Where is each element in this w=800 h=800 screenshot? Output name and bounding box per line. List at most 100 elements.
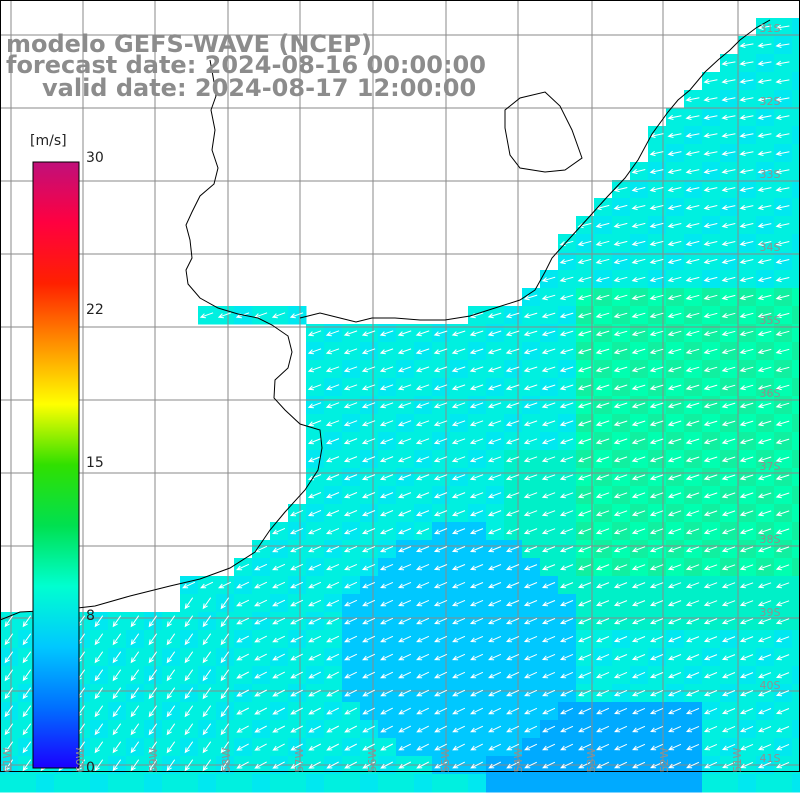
wind-arrow [22, 705, 32, 718]
wind-arrow [613, 456, 628, 463]
wind-arrow [757, 726, 772, 733]
wind-arrow [757, 546, 772, 553]
wind-arrow [344, 581, 358, 589]
wind-arrow [523, 546, 538, 553]
wind-arrow [739, 150, 754, 156]
wind-arrow [649, 258, 664, 265]
wind-arrow [721, 528, 736, 535]
wind-arrow [112, 723, 122, 736]
wind-arrow [559, 635, 574, 643]
wind-arrow [272, 545, 286, 553]
wind-arrow [433, 528, 448, 535]
wind-arrow [577, 510, 592, 517]
wind-arrow [343, 384, 358, 391]
wind-arrow [94, 759, 104, 772]
wind-arrow [631, 671, 646, 679]
wind-arrow [452, 671, 466, 679]
wind-arrow [631, 510, 646, 517]
wind-arrow [649, 366, 664, 373]
lon-label: 58W [220, 747, 233, 772]
wind-arrow [452, 653, 466, 661]
wind-arrow [757, 312, 772, 319]
wind-arrow [148, 669, 158, 682]
wind-arrow [166, 633, 176, 646]
wind-arrow [148, 633, 158, 646]
wind-arrow [775, 743, 790, 751]
wind-arrow [254, 761, 267, 769]
wind-arrow [757, 420, 772, 427]
wind-arrow [775, 672, 790, 679]
wind-arrow [541, 420, 556, 427]
wind-arrow [649, 689, 664, 697]
wind-arrow [415, 563, 430, 571]
wind-arrow [595, 671, 610, 679]
wind-arrow [703, 564, 718, 571]
wind-arrow [757, 294, 772, 301]
wind-arrow [721, 402, 736, 409]
wind-arrow [739, 600, 754, 607]
ocean-cell [702, 774, 721, 793]
wind-arrow [667, 689, 682, 697]
wind-arrow [487, 312, 502, 319]
wind-arrow [343, 492, 358, 499]
wind-arrow [166, 651, 176, 664]
wind-arrow [344, 743, 358, 751]
wind-arrow [380, 707, 394, 715]
wind-arrow [703, 456, 718, 463]
wind-arrow [308, 743, 322, 751]
wind-arrow [362, 761, 376, 769]
wind-arrow [667, 546, 682, 553]
wind-arrow [236, 725, 249, 733]
wind-arrow [541, 635, 556, 643]
wind-arrow [613, 384, 628, 391]
lon-label: 61W [1, 747, 14, 772]
wind-arrow [326, 653, 340, 661]
wind-arrow [757, 259, 772, 265]
wind-arrow [613, 636, 628, 643]
wind-arrow [721, 132, 736, 138]
wind-arrow [307, 420, 322, 427]
wind-arrow [631, 258, 646, 265]
wind-arrow [361, 330, 376, 337]
wind-arrow [199, 312, 214, 319]
wind-arrow [434, 761, 448, 769]
wind-arrow [217, 312, 232, 319]
wind-arrow [326, 689, 340, 697]
wind-arrow [739, 384, 754, 391]
wind-arrow [254, 689, 268, 697]
wind-arrow [721, 222, 736, 229]
wind-arrow [595, 546, 610, 553]
wind-arrow [469, 546, 484, 553]
wind-arrow [202, 633, 212, 646]
wind-arrow [685, 402, 700, 409]
wind-arrow [739, 168, 754, 174]
wind-arrow [578, 743, 592, 751]
wind-arrow [613, 204, 628, 211]
wind-arrow [667, 312, 682, 319]
wind-arrow [325, 402, 340, 409]
lat-label: 35S [760, 314, 781, 327]
wind-arrow [595, 330, 610, 337]
wind-arrow [577, 456, 592, 463]
ocean-cell [792, 774, 800, 793]
wind-arrow [451, 366, 466, 373]
wind-arrow [577, 546, 592, 553]
ocean-cell [792, 378, 800, 397]
wind-arrow [721, 636, 736, 643]
wind-arrow [560, 725, 574, 733]
ocean-cell [0, 774, 19, 793]
wind-arrow [757, 114, 772, 120]
ocean-cell [792, 414, 800, 433]
wind-arrow [451, 564, 466, 571]
wind-arrow [667, 474, 682, 481]
wind-arrow [613, 258, 628, 265]
wind-arrow [487, 456, 502, 463]
wind-arrow [757, 708, 772, 715]
wind-arrow [361, 492, 376, 499]
wind-arrow [757, 222, 772, 229]
wind-arrow [148, 741, 158, 754]
wind-arrow [343, 348, 358, 355]
wind-arrow [130, 633, 140, 646]
ocean-cell [666, 774, 685, 793]
